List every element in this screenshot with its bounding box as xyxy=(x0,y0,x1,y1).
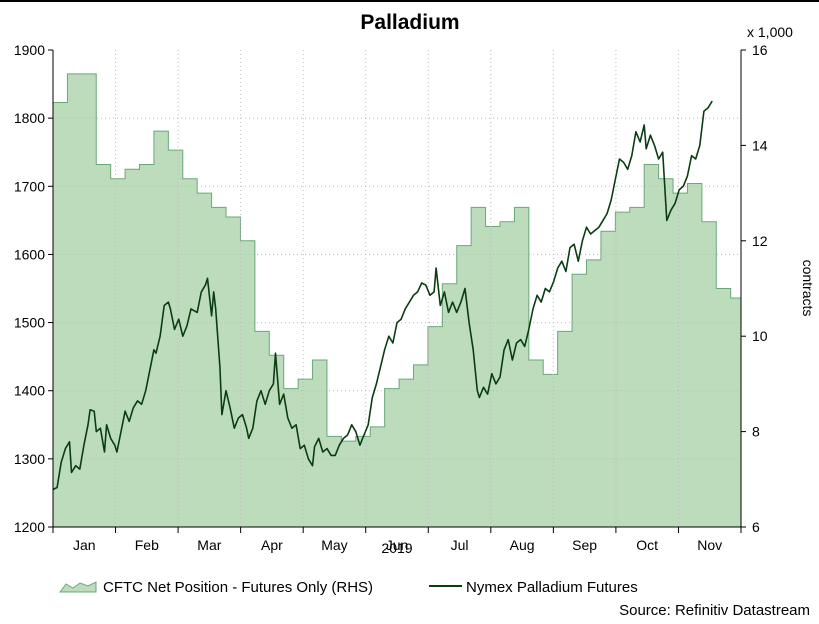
right-axis-multiplier: x 1,000 xyxy=(747,24,793,40)
x-axis-month-label: Jul xyxy=(451,537,469,553)
nymex-palladium-line xyxy=(52,100,713,491)
x-axis-month-label: Jun xyxy=(386,537,409,553)
x-axis-month-label: Nov xyxy=(697,537,722,553)
chart-title: Palladium xyxy=(360,11,459,34)
legend: CFTC Net Position - Futures Only (RHS) N… xyxy=(59,579,638,596)
legend-label-cftc: CFTC Net Position - Futures Only (RHS) xyxy=(103,579,373,596)
right-axis-tick-label: 16 xyxy=(752,42,768,58)
right-axis-tick-label: 14 xyxy=(752,137,768,153)
right-axis-tick-label: 10 xyxy=(752,328,768,344)
left-axis-tick-label: 1700 xyxy=(14,178,45,194)
x-axis-month-label: Mar xyxy=(197,537,221,553)
x-axis-month-label: May xyxy=(321,537,347,553)
left-axis-tick-label: 1900 xyxy=(14,42,45,58)
x-axis-year-label: 2019 xyxy=(381,540,412,556)
cftc-net-position-area xyxy=(52,73,742,528)
left-axis-tick-label: 1200 xyxy=(14,519,45,535)
right-axis-tick-label: 12 xyxy=(752,233,768,249)
right-axis-label: contracts xyxy=(800,260,816,317)
x-axis-month-label: Aug xyxy=(510,537,535,553)
legend-label-nymex: Nymex Palladium Futures xyxy=(466,579,638,596)
right-axis-tick-label: 8 xyxy=(752,424,760,440)
x-axis-month-label: Apr xyxy=(261,537,283,553)
plot-area: 1200 1300 1400 1500 1600 1700 1800 1900 6 8 10 12 14… xyxy=(14,42,768,553)
left-axis-tick-label: 1300 xyxy=(14,451,45,467)
x-axis-month-label: Feb xyxy=(135,537,159,553)
left-axis-tick-label: 1400 xyxy=(14,383,45,399)
x-axis-month-label: Sep xyxy=(572,537,597,553)
x-axis-month-label: Oct xyxy=(636,537,658,553)
right-axis-tick-label: 6 xyxy=(752,519,760,535)
legend-area-swatch xyxy=(59,581,97,593)
source-note: Source: Refinitiv Datastream xyxy=(619,602,810,619)
left-axis-tick-label: 1500 xyxy=(14,315,45,331)
x-axis-month-label: Jan xyxy=(73,537,96,553)
left-axis-tick-label: 1800 xyxy=(14,110,45,126)
left-axis-tick-label: 1600 xyxy=(14,246,45,262)
